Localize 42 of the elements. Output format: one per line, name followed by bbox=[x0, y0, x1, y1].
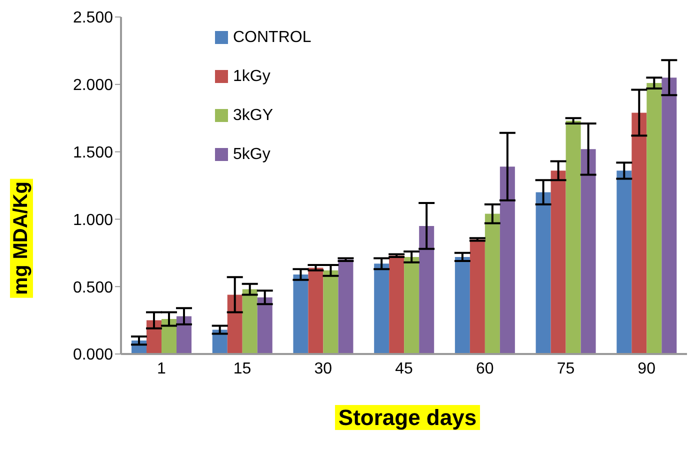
bar bbox=[419, 226, 434, 354]
x-axis-title: Storage days bbox=[335, 405, 480, 430]
bar bbox=[536, 192, 551, 354]
bar bbox=[308, 268, 324, 354]
bar bbox=[470, 239, 485, 354]
bar bbox=[404, 256, 420, 354]
y-tick-label: 1.000 bbox=[72, 212, 114, 229]
bar bbox=[454, 256, 470, 354]
bar bbox=[550, 170, 566, 354]
x-tick-label: 1 bbox=[156, 360, 166, 378]
y-tick-label: 0.000 bbox=[72, 346, 114, 364]
bar bbox=[616, 170, 632, 354]
x-tick-label: 15 bbox=[233, 360, 252, 378]
bar bbox=[227, 294, 242, 354]
bar bbox=[323, 270, 338, 354]
x-tick-label: 60 bbox=[476, 360, 494, 378]
x-tick-label: 90 bbox=[638, 360, 656, 378]
bar bbox=[242, 289, 258, 354]
bar bbox=[662, 78, 677, 354]
legend-label: 5kGy bbox=[233, 146, 270, 164]
x-tick-label: 30 bbox=[314, 360, 332, 378]
bar bbox=[646, 83, 662, 354]
bar bbox=[500, 166, 515, 354]
legend-label: 3kGY bbox=[233, 106, 274, 124]
bar bbox=[293, 274, 308, 354]
y-axis-title: mg MDA/Kg bbox=[10, 178, 33, 298]
legend-label: 1kGy bbox=[233, 68, 270, 86]
bar bbox=[580, 149, 596, 354]
y-tick-label: 2.500 bbox=[72, 10, 114, 27]
x-tick-label: 75 bbox=[556, 360, 575, 378]
y-tick-label: 1.500 bbox=[72, 144, 114, 162]
bar bbox=[257, 297, 272, 354]
legend-label: CONTROL bbox=[233, 28, 312, 46]
bar bbox=[389, 256, 404, 354]
bar bbox=[566, 120, 581, 354]
bar bbox=[632, 112, 647, 354]
bar bbox=[484, 214, 500, 354]
bar bbox=[338, 260, 354, 354]
bar bbox=[374, 264, 390, 354]
y-tick-label: 2.000 bbox=[72, 77, 114, 94]
y-tick-label: 0.500 bbox=[72, 279, 114, 296]
x-tick-label: 45 bbox=[395, 360, 413, 378]
